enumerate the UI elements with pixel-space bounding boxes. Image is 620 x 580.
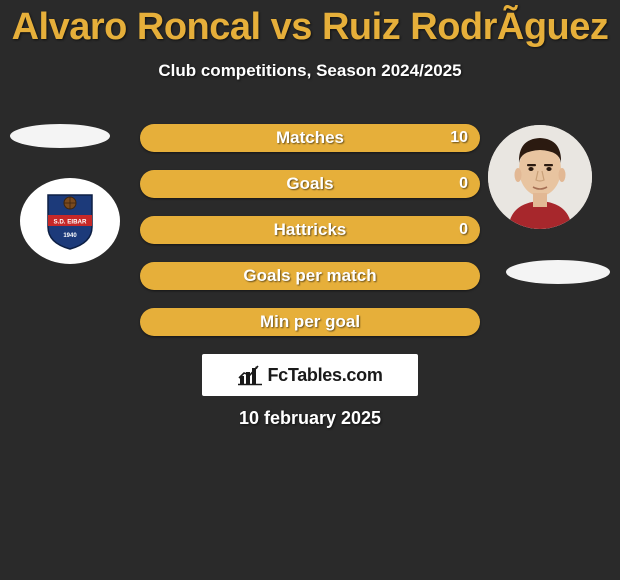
date-label: 10 february 2025 — [0, 408, 620, 429]
comparison-card: Alvaro Roncal vs Ruiz RodrÃ­guez Club co… — [0, 0, 620, 580]
stat-row-matches: Matches 10 — [140, 124, 480, 152]
player-left-club-badge: S.D. EIBAR 1940 — [20, 178, 120, 264]
stat-row-min-per-goal: Min per goal — [140, 308, 480, 336]
stat-label: Goals — [286, 174, 333, 194]
eibar-crest-icon: S.D. EIBAR 1940 — [44, 191, 96, 251]
player-right-club-placeholder — [506, 260, 610, 284]
bar-chart-icon — [237, 364, 263, 386]
stat-value-right: 0 — [459, 221, 468, 239]
player-right-avatar — [488, 125, 592, 229]
branding-text: FcTables.com — [267, 365, 382, 386]
stat-value-right: 0 — [459, 175, 468, 193]
svg-text:S.D. EIBAR: S.D. EIBAR — [53, 219, 87, 226]
subtitle: Club competitions, Season 2024/2025 — [0, 61, 620, 81]
svg-text:1940: 1940 — [63, 233, 77, 239]
player-portrait-icon — [488, 125, 592, 229]
stat-label: Goals per match — [243, 266, 376, 286]
stat-row-goals-per-match: Goals per match — [140, 262, 480, 290]
stat-row-hattricks: Hattricks 0 — [140, 216, 480, 244]
stat-label: Matches — [276, 128, 344, 148]
stat-row-goals: Goals 0 — [140, 170, 480, 198]
stat-label: Min per goal — [260, 312, 360, 332]
page-title: Alvaro Roncal vs Ruiz RodrÃ­guez — [0, 0, 620, 49]
stat-value-right: 10 — [450, 129, 468, 147]
player-left-avatar-placeholder — [10, 124, 110, 148]
stats-list: Matches 10 Goals 0 Hattricks 0 Goals per… — [140, 124, 480, 354]
branding-badge: FcTables.com — [202, 354, 418, 396]
stat-label: Hattricks — [274, 220, 347, 240]
